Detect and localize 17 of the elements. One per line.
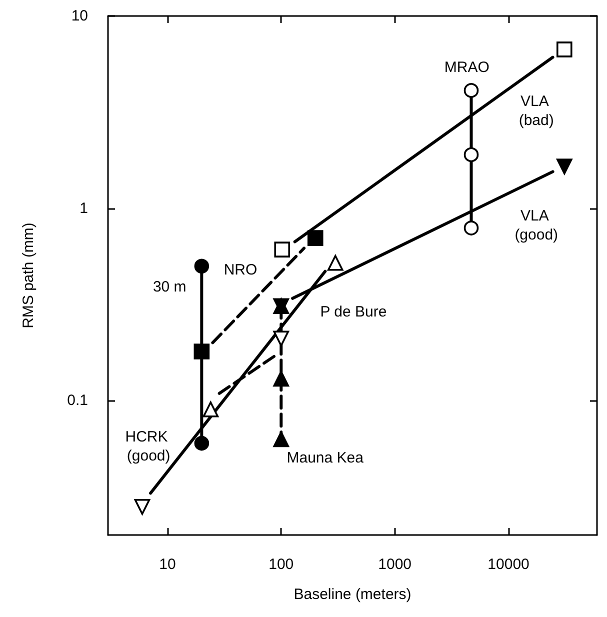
annotation: MRAO — [444, 58, 490, 76]
x-tick-label: 10 — [159, 556, 176, 573]
x-tick-label: 1000 — [378, 556, 412, 573]
x-tick-label: 10000 — [488, 556, 530, 573]
annotation: NRO — [224, 261, 258, 278]
y-tick-label: 0.1 — [67, 392, 88, 410]
annotation: P de Bure — [320, 303, 387, 320]
annotation: 30 m — [152, 278, 186, 296]
y-tick-label: 10 — [71, 8, 88, 24]
y-axis-title: RMS path (mm) — [20, 222, 37, 328]
annotation: HCRK (good) — [125, 428, 172, 464]
x-tick-label: 100 — [268, 556, 294, 573]
annotation: Mauna Kea — [286, 450, 364, 467]
annotation: VLA (bad) — [518, 92, 554, 129]
y-tick-label: 1 — [80, 200, 88, 217]
annotation: VLA (good) — [514, 208, 558, 244]
x-axis-title: Baseline (meters) — [294, 586, 412, 603]
